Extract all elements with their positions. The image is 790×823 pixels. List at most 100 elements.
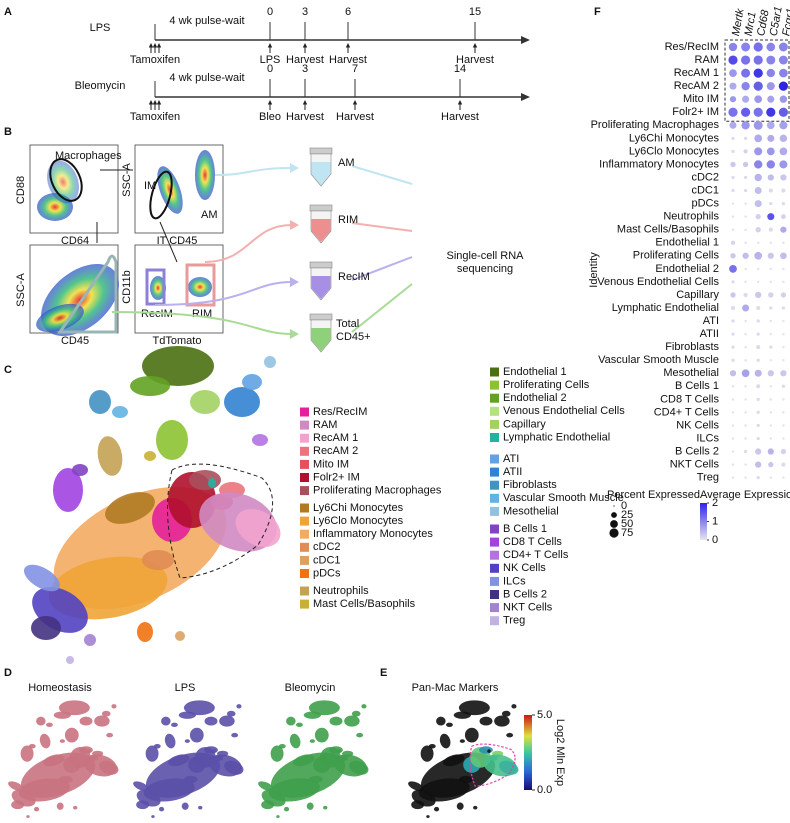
umap-cluster bbox=[408, 781, 424, 792]
umap-cluster bbox=[439, 733, 451, 749]
umap-cluster bbox=[198, 805, 203, 810]
umap-cluster bbox=[36, 716, 46, 726]
event-arrow-head bbox=[302, 100, 308, 105]
axis-label: CD11b bbox=[121, 270, 133, 303]
umap-cluster bbox=[252, 434, 268, 446]
dot bbox=[755, 448, 762, 455]
row-label: Proliferating Cells bbox=[633, 250, 720, 262]
umap-cluster bbox=[456, 802, 464, 810]
size-key-label: 0 bbox=[621, 500, 627, 512]
dot bbox=[779, 147, 788, 156]
dot bbox=[754, 200, 762, 208]
legend-label: Treg bbox=[503, 615, 525, 627]
dot bbox=[756, 241, 760, 245]
umap-cluster bbox=[39, 733, 51, 749]
umap-cluster bbox=[53, 711, 71, 719]
umap-cluster bbox=[168, 754, 190, 767]
legend-swatch bbox=[300, 407, 309, 417]
dot bbox=[779, 160, 788, 169]
umap-cluster bbox=[144, 451, 156, 461]
dot bbox=[766, 82, 775, 91]
row-label: RAM bbox=[695, 54, 719, 66]
event-label: Tamoxifen bbox=[130, 111, 180, 123]
colorbar-label: 1 bbox=[712, 515, 718, 527]
row-label: Mesothelial bbox=[663, 367, 719, 379]
row-label: CD4+ T Cells bbox=[654, 406, 720, 418]
umap-cluster bbox=[97, 436, 123, 476]
pulse-label: 4 wk pulse-wait bbox=[169, 72, 244, 84]
dot bbox=[756, 280, 760, 284]
colorbar-title: Log2 Mln Exp bbox=[554, 719, 566, 786]
size-key bbox=[610, 520, 618, 528]
umap-cluster bbox=[8, 781, 24, 792]
legend-swatch bbox=[490, 433, 499, 442]
dot bbox=[743, 149, 748, 154]
gate-arrow bbox=[159, 221, 178, 263]
legend-swatch bbox=[490, 590, 499, 599]
dot bbox=[781, 201, 786, 206]
dot bbox=[769, 385, 773, 388]
legend-label: cDC2 bbox=[313, 541, 341, 553]
dot bbox=[741, 55, 751, 65]
panel-label: E bbox=[380, 667, 387, 679]
umap-cluster bbox=[337, 749, 341, 753]
dot bbox=[778, 55, 788, 65]
tube-label: AM bbox=[338, 157, 355, 169]
umap-cluster bbox=[20, 745, 34, 762]
dot bbox=[769, 267, 773, 271]
umap-cluster bbox=[309, 739, 315, 743]
umap-cluster bbox=[511, 704, 517, 709]
dot bbox=[743, 292, 748, 298]
dot bbox=[782, 358, 785, 362]
umap-cluster bbox=[479, 716, 493, 726]
umap-cluster bbox=[189, 470, 221, 490]
flow-cloud bbox=[195, 150, 215, 200]
umap-cluster bbox=[411, 800, 425, 810]
dot bbox=[744, 228, 747, 231]
legend-swatch bbox=[490, 480, 499, 490]
umap-cluster bbox=[458, 775, 473, 784]
row-label: Res/RecIM bbox=[665, 41, 719, 53]
umap-cluster bbox=[184, 739, 190, 743]
mini-umap bbox=[133, 700, 244, 819]
dot bbox=[729, 370, 737, 377]
row-label: Endothelial 1 bbox=[655, 237, 719, 249]
seq-arrow bbox=[351, 222, 413, 232]
dot bbox=[744, 463, 747, 466]
dot bbox=[756, 410, 760, 415]
dot bbox=[766, 55, 776, 65]
legend-label: Endothelial 2 bbox=[503, 392, 567, 404]
axis-label: CD45 bbox=[61, 335, 89, 347]
dot bbox=[782, 437, 785, 440]
dot bbox=[731, 319, 735, 323]
dot bbox=[780, 370, 787, 377]
dot bbox=[756, 332, 760, 336]
legend-swatch bbox=[490, 380, 499, 390]
legend-label: RecAM 2 bbox=[313, 445, 358, 457]
legend-label: ATII bbox=[503, 466, 522, 478]
flow-cloud bbox=[188, 277, 212, 297]
dot bbox=[766, 68, 775, 78]
legend-swatch bbox=[300, 446, 309, 456]
timeline-arrow bbox=[521, 93, 530, 101]
umap-cluster bbox=[145, 745, 159, 762]
gate-label: IM bbox=[144, 180, 156, 192]
dot bbox=[728, 55, 738, 65]
dot bbox=[753, 42, 763, 52]
dot bbox=[756, 358, 760, 362]
row-label: RecAM 1 bbox=[674, 67, 719, 79]
umap-cluster bbox=[276, 815, 280, 819]
legend-label: Mast Cells/Basophils bbox=[313, 598, 416, 610]
day-label: 14 bbox=[454, 63, 466, 75]
umap-cluster bbox=[261, 800, 275, 810]
dot bbox=[768, 461, 774, 468]
seq-arrow bbox=[351, 256, 413, 281]
umap-cluster bbox=[11, 800, 25, 810]
colorbar-label: 0 bbox=[712, 534, 718, 546]
dot bbox=[767, 448, 774, 455]
dot bbox=[756, 384, 761, 389]
legend-label: Ly6Clo Monocytes bbox=[313, 515, 404, 527]
umap-cluster bbox=[79, 746, 93, 754]
event-label: Bleo bbox=[259, 111, 281, 123]
dot bbox=[768, 188, 773, 193]
